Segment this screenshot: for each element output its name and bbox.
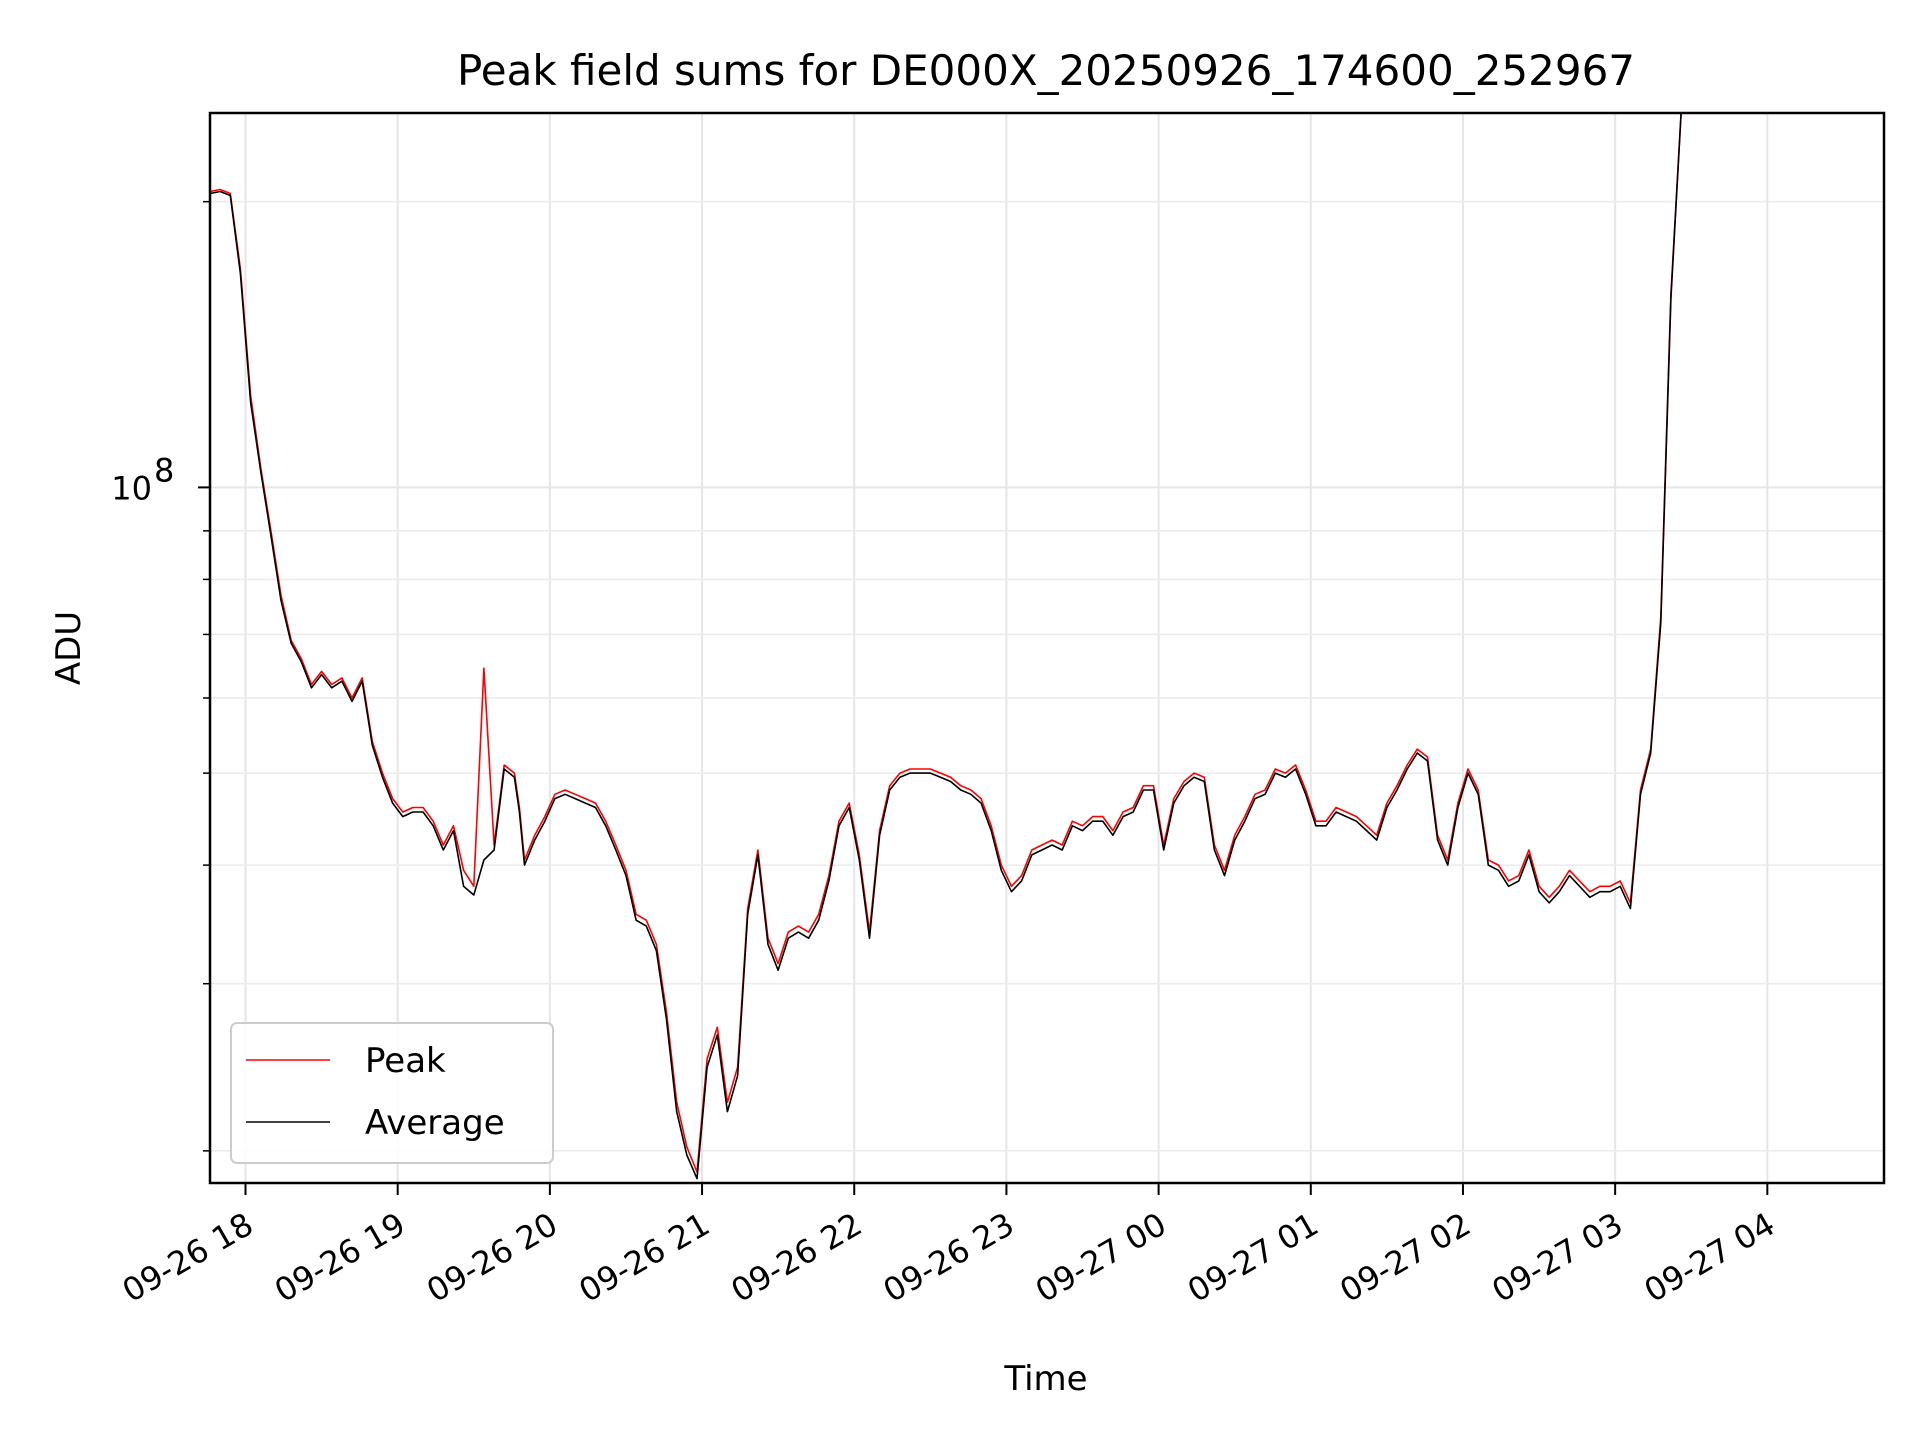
legend-label-peak: Peak bbox=[365, 1041, 446, 1081]
legend-box bbox=[230, 1022, 554, 1164]
chart-title: Peak field sums for DE000X_20250926_1746… bbox=[457, 46, 1635, 95]
legend: Peak Average bbox=[230, 1022, 554, 1164]
y-tick-label-exponent: 8 bbox=[154, 451, 174, 489]
plot-frame bbox=[208, 111, 1886, 1185]
series-group bbox=[209, 112, 1722, 1180]
legend-label-average: Average bbox=[365, 1103, 505, 1143]
series-line-average bbox=[209, 112, 1722, 1180]
y-tick-label: 10 bbox=[111, 469, 152, 507]
series-line-peak bbox=[209, 112, 1722, 1173]
y-axis-ticks: 10 8 bbox=[111, 200, 210, 1152]
x-axis-label: Time bbox=[1003, 1359, 1087, 1399]
y-axis-label: ADU bbox=[49, 611, 89, 685]
